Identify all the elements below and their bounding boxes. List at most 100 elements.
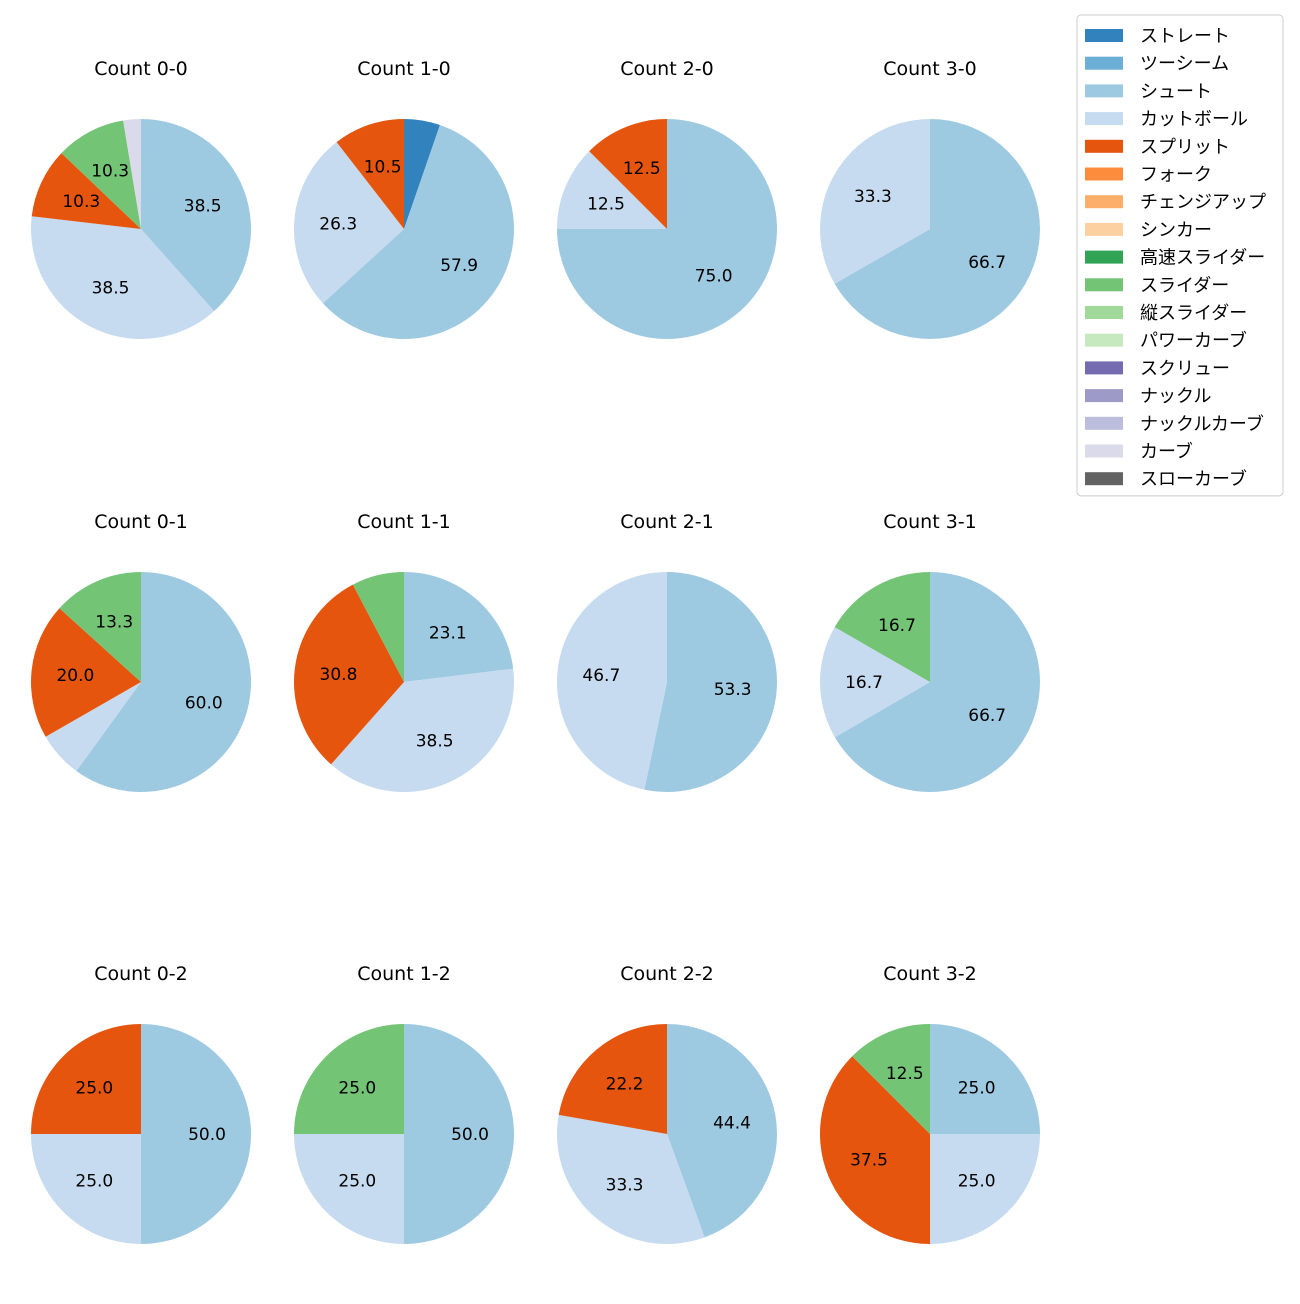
slice-value-label: 23.1: [429, 624, 467, 644]
pie-slice: [589, 119, 667, 229]
pie-slice: [336, 119, 404, 229]
slice-value-label: 44.4: [713, 1114, 751, 1134]
slice-value-label: 22.2: [606, 1074, 644, 1094]
slice-value-label: 25.0: [338, 1078, 376, 1098]
pie-slice: [556, 572, 667, 790]
pie-slice: [404, 572, 514, 682]
slice-value-label: 38.5: [92, 279, 130, 299]
pie-chart-2: Count 2-0 75.0 12.5 12.5: [557, 58, 777, 339]
legend-label: パワーカーブ: [1140, 330, 1247, 352]
slice-value-label: 25.0: [75, 1078, 113, 1098]
legend-swatch: [1085, 84, 1123, 98]
slice-value-label: 33.3: [606, 1176, 644, 1196]
slice-value-label: 25.0: [958, 1078, 996, 1098]
slice-value-label: 60.0: [185, 693, 223, 713]
pie-slice: [322, 125, 514, 339]
slice-value-label: 53.3: [714, 680, 752, 700]
slice-value-label: 12.5: [587, 195, 625, 215]
legend-label: ナックルカーブ: [1140, 413, 1264, 435]
pie-slice: [352, 572, 404, 682]
legend-item: シュート: [1085, 81, 1212, 102]
legend-item: チェンジアップ: [1085, 192, 1266, 213]
pie-chart-8: Count 0-2 50.0 25.0 25.0: [31, 963, 251, 1244]
pie-slice: [834, 572, 930, 682]
legend-item: スライダー: [1085, 275, 1229, 296]
pie-slice: [31, 1134, 141, 1244]
legend-swatch: [1085, 472, 1123, 486]
legend-item: カットボール: [1085, 109, 1248, 130]
legend-label: カットボール: [1140, 109, 1248, 130]
legend-item: カーブ: [1085, 441, 1193, 463]
legend-item: スローカーブ: [1085, 468, 1247, 490]
slice-value-label: 10.3: [91, 162, 129, 182]
legend-swatch: [1085, 29, 1123, 42]
slice-value-label: 30.8: [320, 665, 358, 685]
pie-slice: [852, 1024, 930, 1134]
pie-slice: [819, 627, 930, 738]
slice-value-label: 12.5: [886, 1064, 924, 1084]
slice-value-label: 75.0: [695, 267, 733, 287]
slice-value-label: 33.3: [854, 187, 892, 207]
legend-label: カーブ: [1140, 441, 1193, 463]
slice-value-label: 16.7: [878, 616, 916, 636]
pie-slice: [834, 572, 1040, 792]
pie-title: Count 3-1: [883, 511, 977, 533]
pie-chart-7: Count 3-1 66.7 16.7 16.7: [819, 511, 1040, 792]
legend-swatch: [1085, 306, 1123, 319]
legend-item: ナックルカーブ: [1085, 413, 1264, 435]
slice-value-label: 50.0: [188, 1125, 226, 1145]
pie-chart-10: Count 2-2 44.4 33.3 22.2: [556, 963, 777, 1244]
pie-slice: [293, 584, 404, 765]
pie-title: Count 2-0: [620, 58, 714, 80]
legend-label: 高速スライダー: [1140, 248, 1265, 269]
pie-slice: [331, 668, 515, 792]
legend-swatch: [1085, 167, 1123, 181]
pie-slice: [294, 1134, 404, 1244]
legend-item: パワーカーブ: [1085, 330, 1247, 352]
pie-title: Count 2-2: [620, 963, 714, 985]
slice-value-label: 25.0: [338, 1172, 376, 1192]
legend-swatch: [1085, 416, 1123, 430]
slice-value-label: 50.0: [451, 1125, 489, 1145]
pie-slice: [557, 151, 667, 229]
pie-slice: [404, 1024, 514, 1244]
legend-swatch: [1085, 195, 1123, 209]
legend-item: 縦スライダー: [1085, 303, 1247, 324]
pie-chart-1: Count 1-0 57.9 26.3 10.5: [293, 58, 514, 339]
slice-value-label: 25.0: [75, 1172, 113, 1192]
pie-slice: [141, 119, 251, 312]
legend-label: フォーク: [1140, 165, 1212, 186]
slice-value-label: 66.7: [968, 253, 1006, 273]
pie-slice: [123, 119, 141, 229]
pie-slice: [556, 1114, 705, 1244]
legend-swatch: [1085, 250, 1123, 264]
pie-title: Count 2-1: [620, 511, 714, 533]
slice-value-label: 26.3: [319, 214, 357, 234]
legend-label: シュート: [1140, 81, 1212, 102]
legend-item: ストレート: [1085, 26, 1230, 47]
pie-title: Count 0-1: [94, 511, 188, 533]
pie-slice: [404, 119, 440, 229]
slice-value-label: 46.7: [582, 666, 620, 686]
pie-chart-5: Count 1-1 23.1 38.5 30.8: [293, 511, 515, 792]
pie-slice: [930, 1134, 1040, 1244]
pie-slice: [45, 682, 141, 771]
legend-item: ナックル: [1085, 386, 1211, 407]
legend-label: スプリット: [1140, 137, 1230, 158]
legend-swatch: [1085, 112, 1123, 126]
legend-item: フォーク: [1085, 165, 1212, 186]
pie-slice: [31, 153, 142, 229]
pie-title: Count 0-0: [94, 58, 188, 80]
slice-value-label: 38.5: [184, 197, 222, 217]
legend-item: ツーシーム: [1085, 54, 1229, 75]
legend-swatch: [1085, 361, 1123, 375]
legend: ストレートツーシームシュートカットボールスプリットフォークチェンジアップシンカー…: [1076, 14, 1284, 497]
pie-chart-9: Count 1-2 50.0 25.0 25.0: [294, 963, 514, 1244]
pie-chart-6: Count 2-1 53.3 46.7: [556, 511, 777, 792]
pie-slice: [834, 119, 1040, 339]
legend-swatch: [1085, 56, 1123, 70]
legend-label: スライダー: [1140, 275, 1229, 296]
legend-label: スクリュー: [1140, 358, 1230, 379]
